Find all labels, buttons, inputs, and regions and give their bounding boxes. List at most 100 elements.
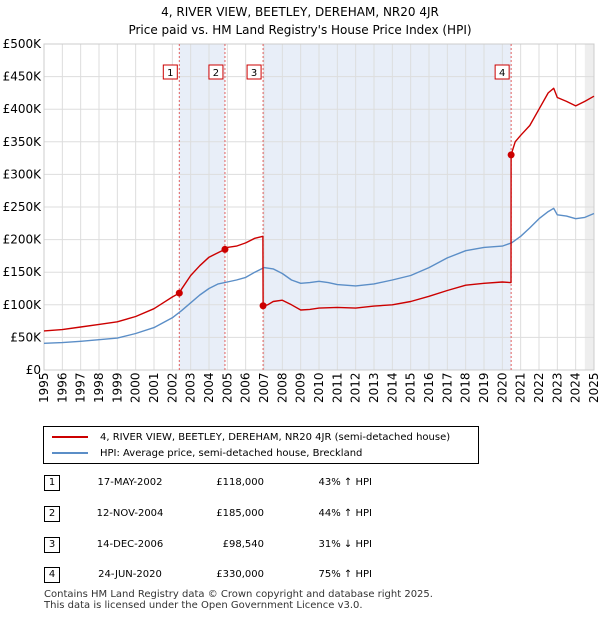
- transaction-price: £118,000: [216, 477, 264, 488]
- property-price-line: [43, 87, 595, 332]
- sale-box-frame: [494, 64, 510, 80]
- x-tick-label: 2004: [202, 372, 216, 403]
- sale-point: [259, 302, 267, 310]
- hpi-line: [43, 207, 595, 344]
- price-chart: 1 2 3 4 £0 £50K £100K £150K £200K £250K £300K £350…: [3, 37, 600, 403]
- y-tick-label: £400K: [3, 102, 43, 116]
- series-layer: [43, 87, 595, 344]
- sale-point: [175, 289, 183, 297]
- transaction-hpi: 31% ↓ HPI: [318, 539, 372, 550]
- transaction-row: 2 12-NOV-2004 £185,000 44% ↑ HPI: [0, 506, 600, 522]
- transaction-hpi: 75% ↑ HPI: [318, 569, 372, 580]
- x-tick-label: 2018: [459, 372, 473, 403]
- sale-box-label: 4: [499, 68, 505, 79]
- x-tick-label: 2005: [220, 372, 234, 403]
- transaction-row: 1 17-MAY-2002 £118,000 43% ↑ HPI: [0, 475, 600, 491]
- transaction-date: 14-DEC-2006: [96, 539, 164, 550]
- transaction-hpi: 44% ↑ HPI: [318, 508, 372, 519]
- x-tick-label: 2023: [550, 372, 564, 403]
- transaction-date: 24-JUN-2020: [98, 569, 162, 580]
- y-tick-label: £250K: [3, 200, 43, 214]
- transaction-price: £330,000: [216, 569, 264, 580]
- sale-number-box: 2: [208, 64, 224, 80]
- x-tick-label: 1997: [74, 372, 88, 403]
- transaction-row: 4 24-JUN-2020 £330,000 75% ↑ HPI: [0, 567, 600, 583]
- y-tick-label: £500K: [3, 37, 43, 51]
- sale-point: [507, 151, 515, 159]
- x-tick-label: 2010: [312, 372, 326, 403]
- y-tick-label: £0: [26, 363, 41, 377]
- x-tick-label: 2000: [129, 372, 143, 403]
- sale-points: [175, 151, 515, 310]
- x-tick-label: 2016: [422, 372, 436, 403]
- x-tick-label: 2012: [349, 372, 363, 403]
- sale-number-box: 1: [162, 64, 178, 80]
- legend-item-hpi: HPI: Average price, semi-detached house,…: [52, 445, 362, 461]
- grid-layer: [43, 43, 595, 371]
- x-tick-label: 2024: [569, 372, 583, 403]
- x-tick-label: 2008: [275, 372, 289, 403]
- transaction-number: 1: [44, 475, 60, 491]
- title-line-2: Price paid vs. HM Land Registry's House …: [128, 23, 472, 37]
- x-tick-label: 2002: [165, 372, 179, 403]
- x-tick-label: 1999: [110, 372, 124, 403]
- x-tick-label: 2015: [404, 372, 418, 403]
- legend-swatch-hpi: [52, 452, 88, 454]
- x-tick-label: 2011: [330, 372, 344, 403]
- sale-box-label: 2: [213, 68, 219, 79]
- x-tick-label: 2003: [184, 372, 198, 403]
- x-tick-label: 2006: [239, 372, 253, 403]
- legend-item-property: 4, RIVER VIEW, BEETLEY, DEREHAM, NR20 4J…: [52, 429, 450, 445]
- y-tick-label: £150K: [3, 265, 43, 279]
- x-tick-label: 1998: [92, 372, 106, 403]
- y-tick-label: £50K: [10, 330, 42, 344]
- sale-box-frame: [208, 64, 224, 80]
- transaction-number: 4: [44, 567, 60, 583]
- transaction-row: 3 14-DEC-2006 £98,540 31% ↓ HPI: [0, 537, 600, 553]
- x-tick-label: 2013: [367, 372, 381, 403]
- x-tick-label: 2007: [257, 372, 271, 403]
- sale-number-boxes: 1 2 3 4: [162, 64, 510, 80]
- transaction-price: £185,000: [216, 508, 264, 519]
- sale-number-box: 3: [246, 64, 262, 80]
- y-tick-label: £450K: [3, 70, 43, 84]
- sale-box-label: 3: [251, 68, 257, 79]
- y-tick-label: £300K: [3, 167, 43, 181]
- x-tick-label: 2014: [385, 372, 399, 403]
- plot-frame: [43, 43, 595, 371]
- x-tick-label: 2019: [477, 372, 491, 403]
- sale-box-frame: [246, 64, 262, 80]
- transaction-date: 12-NOV-2004: [96, 508, 164, 519]
- sale-box-frame: [162, 64, 178, 80]
- chart-title: 4, RIVER VIEW, BEETLEY, DEREHAM, NR20 4J…: [0, 3, 600, 39]
- x-tick-label: 2025: [587, 372, 600, 403]
- legend-label-hpi: HPI: Average price, semi-detached house,…: [100, 447, 363, 459]
- x-tick-label: 2017: [440, 372, 454, 403]
- y-tick-label: £350K: [3, 135, 43, 149]
- y-tick-label: £200K: [3, 233, 43, 247]
- axis-labels: £0 £50K £100K £150K £200K £250K £300K £350K £400…: [3, 37, 600, 403]
- footer-line-1: Contains HM Land Registry data © Crown c…: [44, 589, 433, 600]
- x-tick-label: 1996: [55, 372, 69, 403]
- transaction-number: 3: [44, 537, 60, 553]
- x-tick-label: 2022: [532, 372, 546, 403]
- transaction-hpi: 43% ↑ HPI: [318, 477, 372, 488]
- legend-swatch-property: [52, 436, 88, 438]
- transaction-date: 17-MAY-2002: [97, 477, 163, 488]
- title-line-1: 4, RIVER VIEW, BEETLEY, DEREHAM, NR20 4J…: [161, 5, 439, 19]
- legend: 4, RIVER VIEW, BEETLEY, DEREHAM, NR20 4J…: [43, 426, 479, 464]
- transaction-price: £98,540: [222, 539, 264, 550]
- x-tick-label: 2001: [147, 372, 161, 403]
- y-tick-label: £100K: [3, 298, 43, 312]
- x-tick-label: 1995: [37, 372, 51, 403]
- footer-attribution: Contains HM Land Registry data © Crown c…: [44, 589, 433, 611]
- x-tick-label: 2020: [495, 372, 509, 403]
- sale-box-label: 1: [167, 68, 173, 79]
- sale-number-box: 4: [494, 64, 510, 80]
- footer-line-2: This data is licensed under the Open Gov…: [44, 600, 363, 611]
- x-tick-label: 2009: [294, 372, 308, 403]
- legend-label-property: 4, RIVER VIEW, BEETLEY, DEREHAM, NR20 4J…: [100, 431, 451, 443]
- transaction-number: 2: [44, 506, 60, 522]
- x-tick-label: 2021: [514, 372, 528, 403]
- sale-point: [221, 245, 229, 253]
